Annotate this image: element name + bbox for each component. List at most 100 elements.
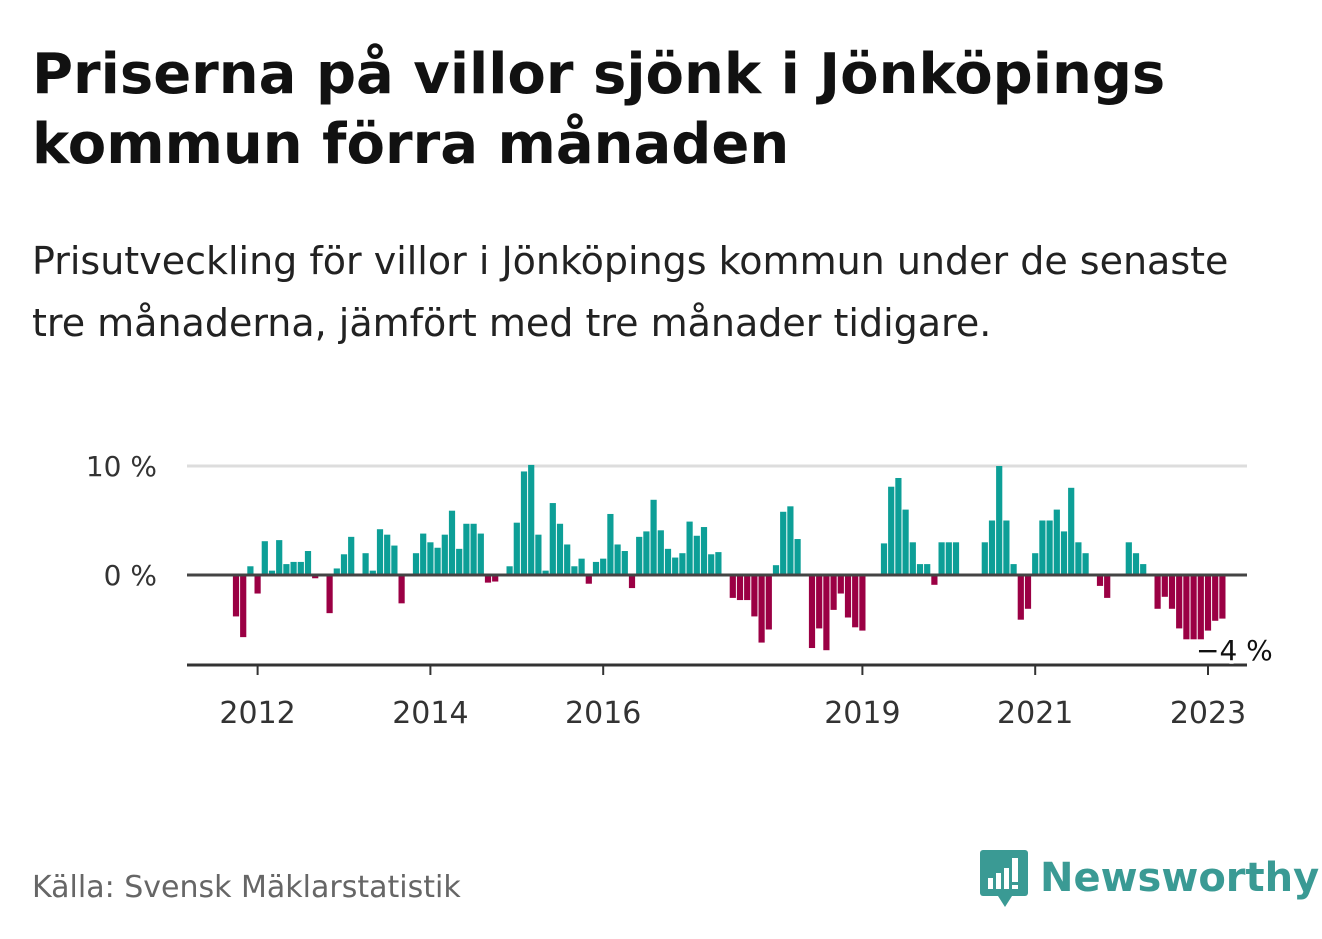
bar <box>844 575 852 618</box>
bar <box>664 548 672 575</box>
bar <box>232 575 240 617</box>
bar <box>823 575 830 651</box>
bar <box>304 551 312 575</box>
x-tick-label: 2019 <box>824 696 900 731</box>
bar <box>607 513 614 575</box>
last-value-label: −4 % <box>1196 634 1273 667</box>
bar <box>247 566 254 575</box>
bar <box>1053 509 1060 575</box>
x-tick-label: 2014 <box>392 696 468 731</box>
bar <box>837 575 844 594</box>
bar <box>686 521 693 575</box>
bar <box>240 575 247 638</box>
bar <box>924 564 931 575</box>
bar <box>1017 575 1024 620</box>
bar <box>384 534 391 575</box>
bar <box>852 575 859 628</box>
bar <box>787 506 794 575</box>
bar <box>931 575 938 585</box>
x-tick-label: 2023 <box>1170 696 1246 731</box>
bar <box>261 541 268 575</box>
bar <box>636 536 643 575</box>
bar <box>1140 564 1147 575</box>
bar <box>456 548 463 575</box>
bar <box>434 547 441 575</box>
bar <box>1024 575 1032 609</box>
bar <box>376 529 384 575</box>
bar <box>895 477 902 575</box>
bar <box>1104 575 1111 598</box>
bar <box>297 561 304 575</box>
bar <box>1190 575 1197 640</box>
bar <box>492 575 499 582</box>
bar <box>535 534 542 575</box>
bar <box>1168 575 1176 609</box>
source-note: Källa: Svensk Mäklarstatistik <box>32 870 461 905</box>
bar-chart: 0 % 10 % 2012 2014 2016 2019 2021 2023 −4 % <box>86 450 1276 731</box>
x-tick-label: 2021 <box>997 696 1073 731</box>
bar <box>520 471 528 575</box>
bar <box>888 486 895 575</box>
bar <box>1010 564 1017 575</box>
bar <box>340 554 348 575</box>
bar <box>1183 575 1190 640</box>
bar <box>952 542 960 575</box>
bar <box>542 570 549 575</box>
bar <box>708 554 715 575</box>
bar <box>794 539 801 575</box>
bar <box>1197 575 1204 640</box>
bar <box>254 575 261 594</box>
bar <box>1204 575 1212 631</box>
bar <box>441 534 448 575</box>
bar <box>945 542 952 575</box>
bar <box>938 542 945 575</box>
bar <box>715 552 722 575</box>
bar <box>463 523 470 575</box>
bar <box>780 511 787 575</box>
bar <box>362 553 369 575</box>
bar <box>614 544 621 575</box>
bar <box>909 542 916 575</box>
bar <box>369 570 376 575</box>
bar <box>902 509 909 575</box>
bar <box>1039 520 1046 575</box>
bar <box>333 568 340 575</box>
bar <box>484 575 492 583</box>
bar <box>564 544 571 575</box>
bar <box>326 575 333 614</box>
x-tick-label: 2012 <box>219 696 295 731</box>
bar <box>758 575 765 643</box>
bar <box>283 564 290 575</box>
bar <box>643 531 650 575</box>
bar <box>830 575 837 610</box>
bar <box>600 558 607 575</box>
bar <box>427 542 434 575</box>
bar <box>412 553 420 575</box>
bar <box>859 575 866 631</box>
bar <box>571 566 578 575</box>
x-tick-label: 2016 <box>565 696 641 731</box>
bar <box>1096 575 1104 586</box>
bar <box>1046 520 1053 575</box>
bar <box>1132 553 1140 575</box>
bar <box>650 499 657 575</box>
bar <box>1003 520 1010 575</box>
bar <box>765 575 772 630</box>
bar <box>1068 487 1075 575</box>
bar <box>1219 575 1226 619</box>
bar <box>1212 575 1219 621</box>
newsworthy-logo-icon <box>980 850 1028 907</box>
bar <box>751 575 758 617</box>
bar <box>744 575 751 601</box>
brand[interactable]: Newsworthy <box>980 848 1319 908</box>
bar <box>448 510 456 575</box>
bar <box>549 503 556 575</box>
bar <box>672 557 679 575</box>
bar <box>276 540 283 575</box>
bar <box>268 570 276 575</box>
bar <box>693 535 700 575</box>
bar <box>556 523 564 575</box>
brand-name: Newsworthy <box>1040 855 1320 901</box>
bar <box>808 575 816 649</box>
bar <box>513 522 520 575</box>
